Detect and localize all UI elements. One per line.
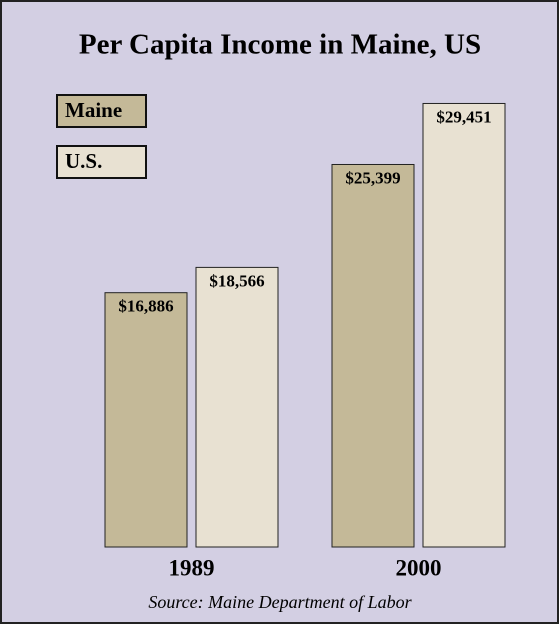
legend-swatch <box>56 145 147 179</box>
bar <box>331 163 415 548</box>
x-tick-label: 2000 <box>396 555 442 580</box>
value-label: $25,399 <box>345 168 400 187</box>
x-tick-label: 1989 <box>169 555 215 580</box>
bar <box>104 292 188 548</box>
bar <box>195 266 279 548</box>
bar <box>422 102 506 548</box>
chart-title: Per Capita Income in Maine, US <box>79 29 481 61</box>
value-label: $16,886 <box>118 297 173 316</box>
legend-label: U.S. <box>65 149 102 173</box>
value-label: $29,451 <box>436 107 491 126</box>
value-label: $18,566 <box>209 271 264 290</box>
legend-swatch <box>56 94 147 128</box>
legend-label: Maine <box>65 98 122 122</box>
source-note: Source: Maine Department of Labor <box>148 592 412 612</box>
